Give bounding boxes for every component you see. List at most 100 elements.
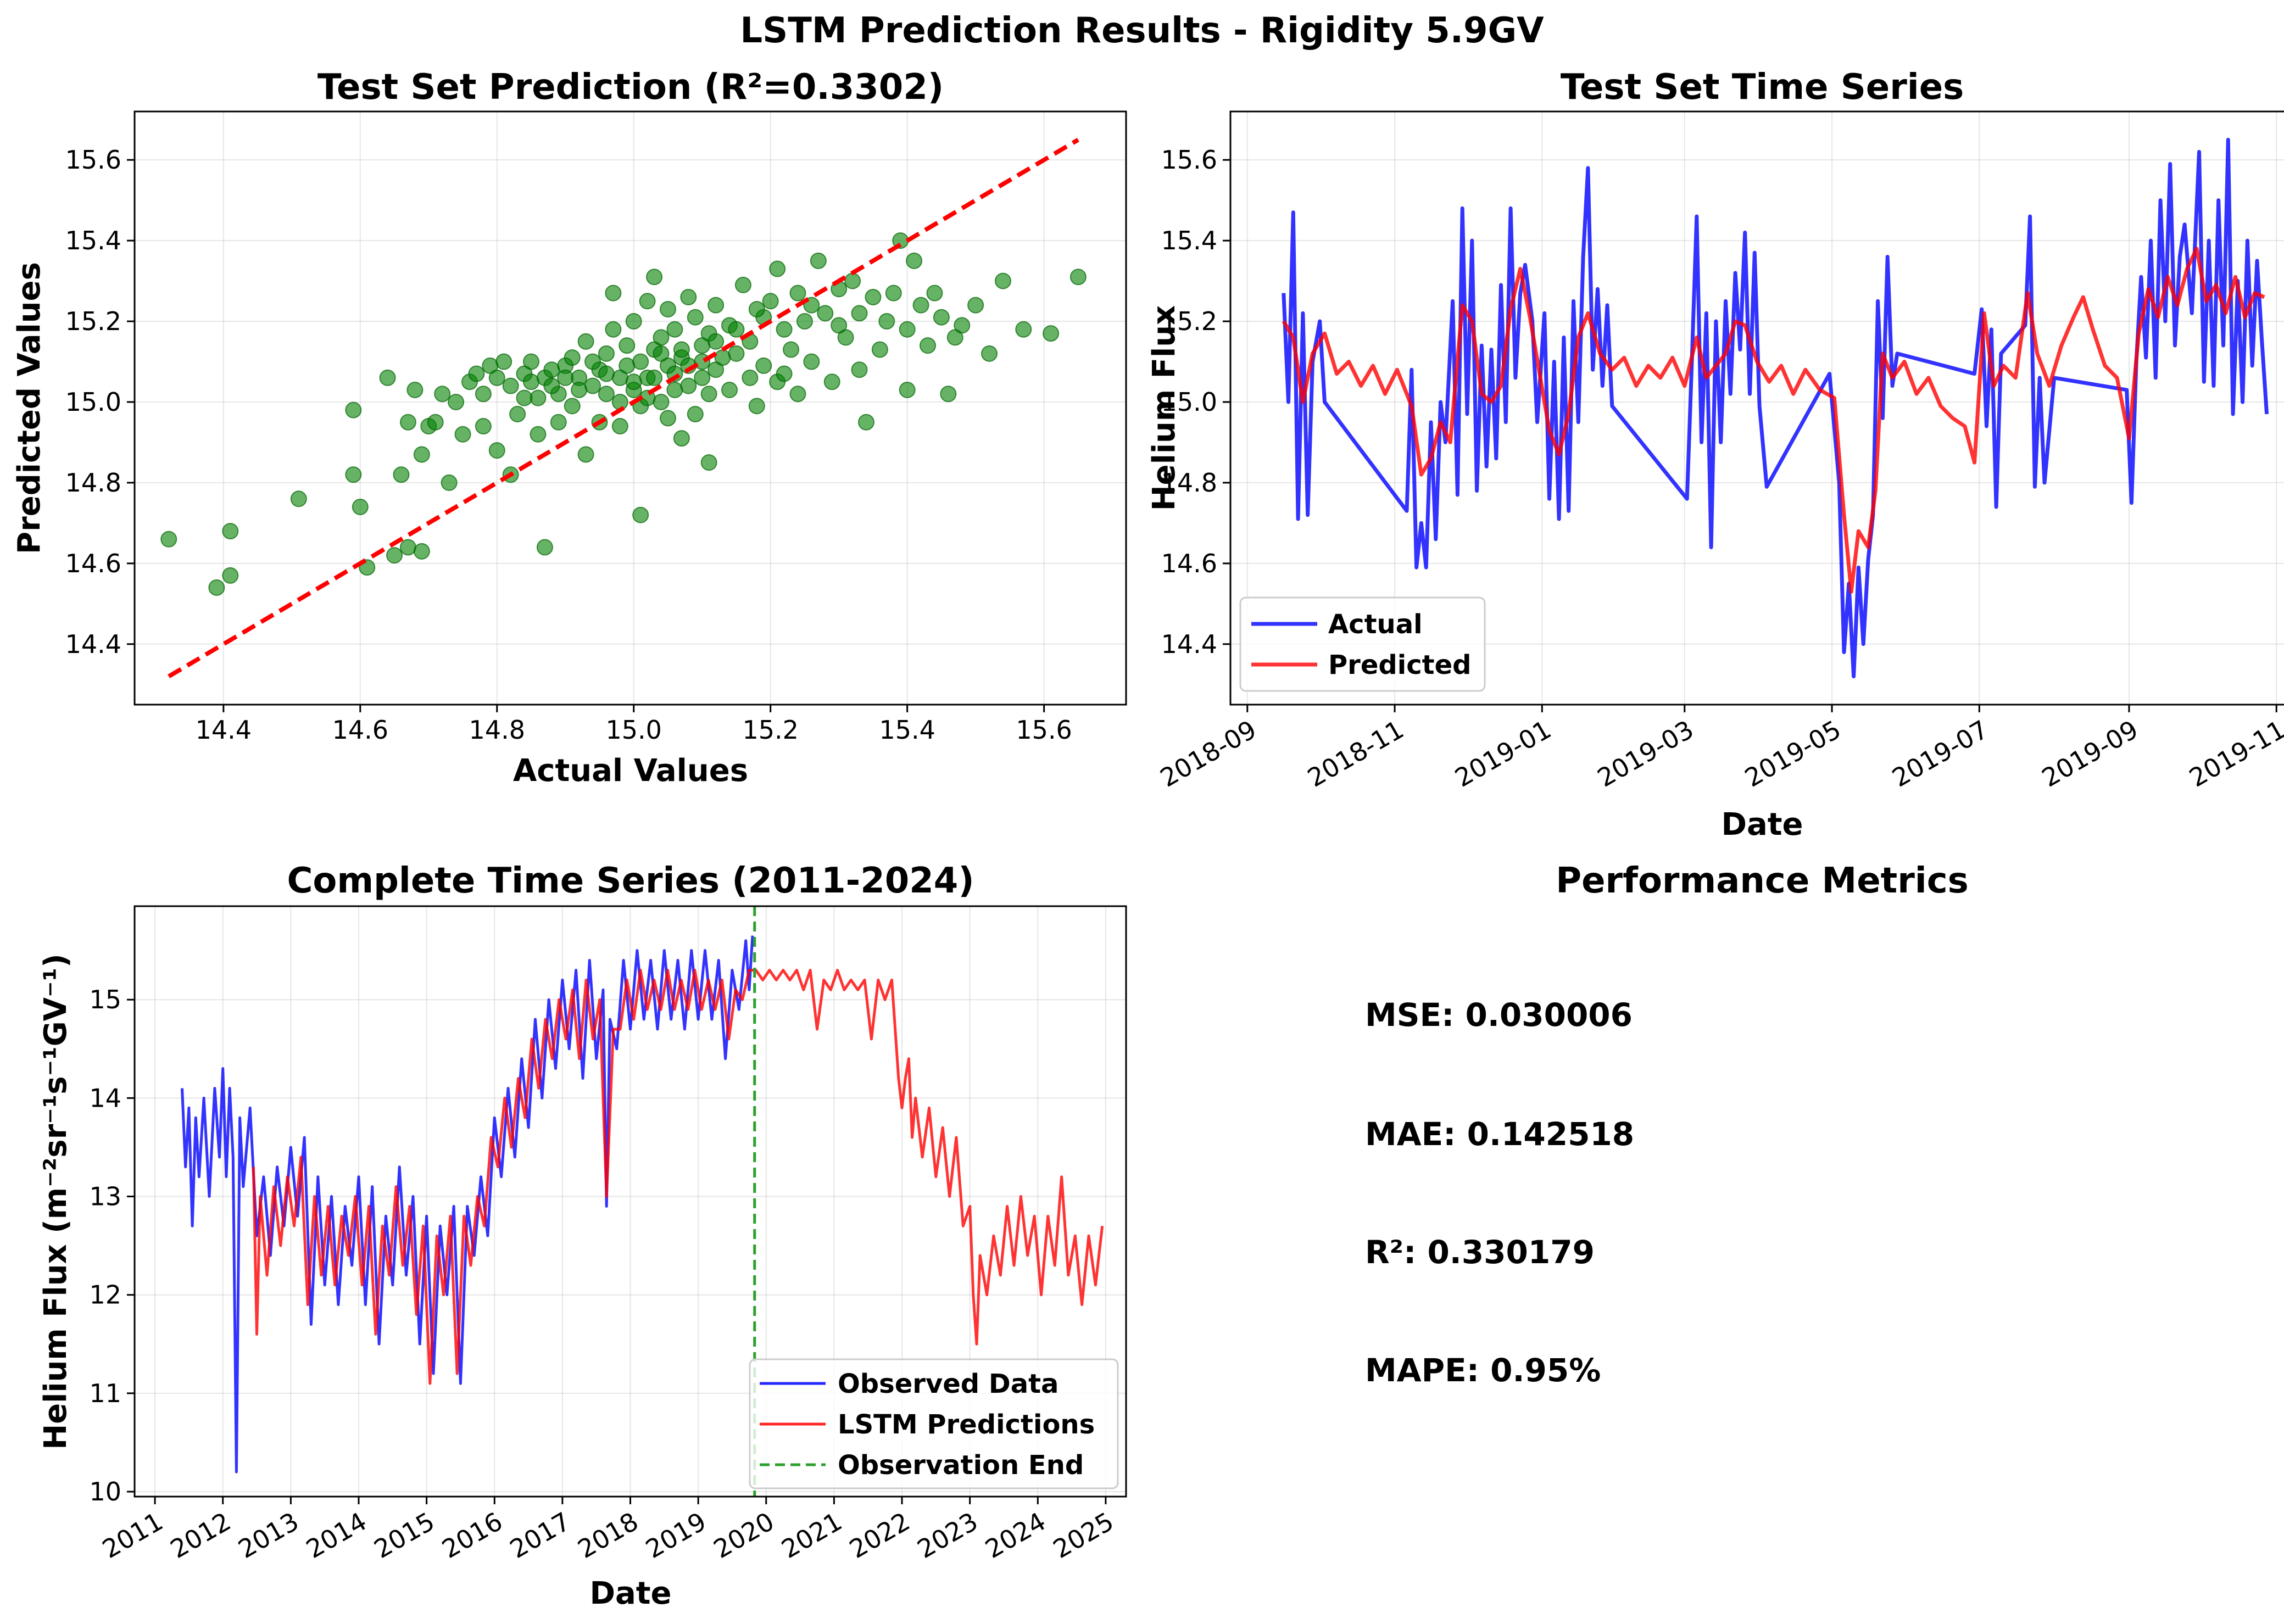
metric-r2: R²: 0.330179: [1365, 1234, 1595, 1271]
scatter-point: [933, 309, 950, 326]
scatter-ytick-label: 14.6: [65, 549, 121, 578]
test-ts-ticks: 2018-09 2018-11 2019-01 2019-03 2019-05 2019-…: [1155, 145, 2284, 793]
scatter-point: [789, 284, 806, 302]
scatter-point: [687, 309, 704, 326]
scatter-xtick-label: 14.4: [196, 715, 252, 745]
test-ts-xtick-label: 2018-09: [1155, 715, 1261, 793]
scatter-point: [598, 345, 615, 362]
scatter-point: [516, 389, 533, 406]
scatter-point: [666, 381, 683, 398]
scatter-point: [755, 357, 772, 374]
complete-ts-xtick-label: 2019: [640, 1506, 711, 1564]
metric-mape: MAPE: 0.95%: [1365, 1352, 1601, 1389]
scatter-ytick-label: 15.2: [65, 306, 121, 336]
scatter-xtick-label: 15.6: [1016, 715, 1072, 745]
scatter-point: [653, 393, 670, 410]
scatter-point: [646, 369, 663, 386]
scatter-xtick-label: 15.2: [742, 715, 798, 745]
scatter-point: [673, 341, 690, 358]
scatter-point: [557, 369, 574, 386]
scatter-point: [796, 313, 813, 330]
test-ts-xtick-label: 2019-01: [1450, 715, 1556, 793]
test-ts-lines: [1282, 137, 2269, 679]
scatter-point: [495, 353, 512, 370]
complete-ts-ytick-label: 14: [89, 1083, 121, 1113]
test-ts-legend-label: Actual: [1328, 609, 1423, 640]
scatter-point: [434, 386, 451, 403]
scatter-point: [748, 398, 765, 415]
scatter-point: [844, 272, 861, 289]
test-ts-xtick-label: 2019-03: [1592, 715, 1698, 793]
scatter-point: [564, 349, 581, 366]
scatter-point: [666, 321, 683, 338]
scatter-xtick-label: 15.4: [879, 715, 935, 745]
scatter-point: [659, 410, 676, 427]
scatter-xtick-label: 14.6: [332, 715, 388, 745]
scatter-ytick-label: 15.0: [65, 387, 121, 417]
scatter-point: [734, 276, 751, 293]
scatter-title: Test Set Prediction (R²=0.3302): [317, 67, 944, 108]
scatter-point: [687, 406, 704, 423]
complete-ts-xtick-label: 2012: [165, 1506, 236, 1564]
test-ts-ytick-label: 14.6: [1161, 549, 1217, 578]
scatter-point: [352, 499, 369, 515]
scatter-point: [851, 305, 868, 322]
scatter-point: [817, 305, 834, 322]
scatter-point: [994, 272, 1011, 289]
scatter-point: [468, 365, 485, 382]
scatter-point: [920, 337, 936, 354]
test-ts-legend-label: Predicted: [1328, 650, 1472, 680]
scatter-point: [427, 414, 444, 431]
scatter-point: [488, 442, 505, 459]
scatter-point: [523, 353, 539, 370]
complete-ts-xtick-label: 2016: [437, 1506, 507, 1564]
scatter-point: [728, 321, 745, 338]
scatter-xtick-label: 14.8: [469, 715, 525, 745]
scatter-point: [619, 357, 636, 374]
scatter-point: [632, 506, 649, 523]
complete-ts-ytick-label: 11: [89, 1379, 121, 1408]
scatter-point: [413, 446, 430, 463]
complete-ts-xtick-label: 2025: [1048, 1506, 1118, 1564]
scatter-point: [680, 288, 697, 305]
scatter-point: [708, 333, 725, 350]
complete-ts-ytick-label: 15: [89, 985, 121, 1014]
complete-ts-legend-label: Observation End: [838, 1450, 1084, 1481]
test-ts-ytick-label: 14.8: [1161, 468, 1217, 498]
scatter-point: [708, 297, 725, 314]
scatter-point: [475, 386, 492, 403]
complete-ts-xtick-label: 2022: [844, 1506, 915, 1564]
scatter-point: [611, 393, 628, 410]
test-ts-ylabel: Helium Flux: [1146, 305, 1182, 511]
test-ts-ytick-label: 15.4: [1161, 226, 1217, 255]
complete-ts-xtick-label: 2020: [709, 1506, 779, 1564]
scatter-point: [940, 386, 957, 403]
scatter-point: [399, 414, 416, 431]
figure-suptitle: LSTM Prediction Results - Rigidity 5.9GV: [740, 10, 1544, 51]
scatter-point: [1015, 321, 1032, 338]
scatter-point: [857, 414, 874, 431]
scatter-point: [625, 313, 642, 330]
scatter-point: [906, 252, 923, 269]
scatter-point: [865, 288, 882, 305]
test-ts-frame: [1229, 110, 2284, 706]
scatter-point: [700, 454, 717, 471]
scatter-point: [584, 353, 601, 370]
complete-ts-legend: Observed Data LSTM Predictions Observation…: [749, 1358, 1119, 1489]
scatter-point: [632, 353, 649, 370]
scatter-ytick-label: 14.8: [65, 468, 121, 498]
scatter-point: [523, 373, 539, 390]
test-ts-legend-box: [1239, 596, 1486, 692]
complete-ts-xtick-label: 2013: [233, 1506, 303, 1564]
scatter-point: [728, 345, 745, 362]
scatter-point: [831, 317, 848, 334]
scatter-point: [639, 293, 656, 310]
test-ts-xlabel: Date: [1721, 807, 1803, 842]
scatter-point: [160, 531, 177, 548]
scatter-ytick-label: 14.4: [65, 629, 121, 659]
complete-ts-xtick-label: 2017: [505, 1506, 575, 1564]
scatter-point: [954, 317, 971, 334]
scatter-point: [530, 389, 547, 406]
scatter-point: [454, 426, 471, 443]
test-ts-series-actual: [1282, 137, 2269, 679]
